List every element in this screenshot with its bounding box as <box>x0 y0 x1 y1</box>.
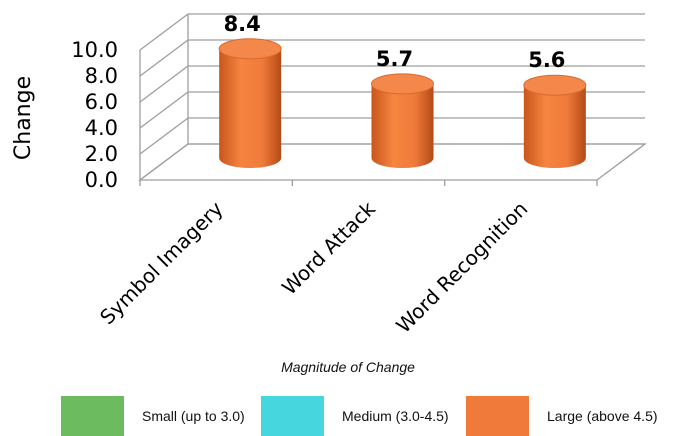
legend-label-small: Small (up to 3.0) <box>142 408 245 424</box>
legend-label-medium: Medium (3.0-4.5) <box>342 408 449 424</box>
y-tick-label: 2.0 <box>85 142 118 166</box>
x-tick-label: Word Attack <box>277 196 380 299</box>
legend-item-large: Large (above 4.5) <box>466 396 658 436</box>
legend-swatch-small <box>61 396 124 436</box>
y-tick-label: 4.0 <box>85 116 118 140</box>
bar-value-label: 5.6 <box>528 48 565 72</box>
bar-value-label: 5.7 <box>376 47 413 71</box>
legend-swatch-large <box>466 396 529 436</box>
y-tick-label: 0.0 <box>85 168 118 192</box>
legend-item-small: Small (up to 3.0) <box>61 396 245 436</box>
chart: 0.02.04.06.08.010.0 Symbol Imagery Word At… <box>11 12 647 338</box>
bar-word-recognition <box>523 74 587 168</box>
legend-label-large: Large (above 4.5) <box>547 408 658 424</box>
x-tick-label: Word Recognition <box>391 197 532 338</box>
y-axis-title: Change <box>11 76 36 160</box>
bar-value-label: 8.4 <box>224 12 261 36</box>
bar-word-attack <box>371 73 434 168</box>
chart-note: Magnitude of Change <box>281 359 415 375</box>
bar-symbol-imagery <box>218 38 282 168</box>
gridline <box>139 13 645 51</box>
y-tick-label: 10.0 <box>71 38 118 62</box>
legend-swatch-medium <box>261 396 324 436</box>
y-tick-label: 8.0 <box>85 64 118 88</box>
x-tick-label: Symbol Imagery <box>95 196 228 329</box>
y-tick-label: 6.0 <box>85 90 118 114</box>
legend: Small (up to 3.0) Medium (3.0-4.5) Large… <box>0 396 696 436</box>
bars: 8.4 5.7 5.6 <box>218 12 587 168</box>
grid <box>138 13 647 186</box>
legend-item-medium: Medium (3.0-4.5) <box>261 396 449 436</box>
